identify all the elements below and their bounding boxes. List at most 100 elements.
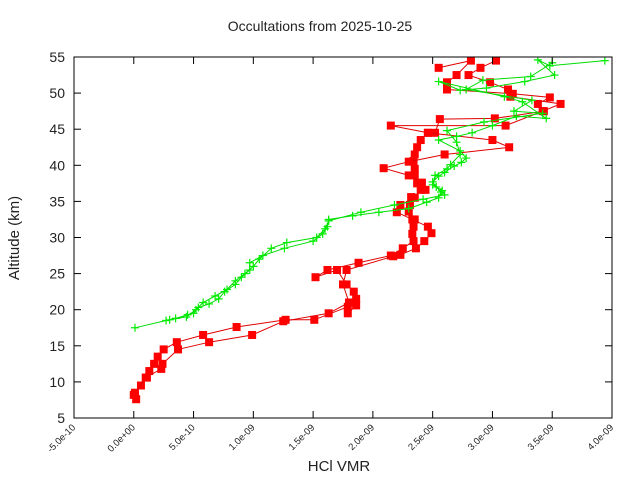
square-marker-icon	[443, 85, 452, 94]
plus-marker-icon	[457, 158, 466, 167]
x-tick-label: 3.0e-09	[466, 422, 497, 453]
square-marker-icon	[405, 201, 414, 210]
plus-marker-icon	[443, 164, 452, 173]
square-marker-icon	[410, 164, 419, 173]
plus-marker-icon	[434, 77, 443, 86]
plus-marker-icon	[526, 72, 535, 81]
plus-marker-icon	[321, 224, 330, 233]
square-marker-icon	[392, 208, 401, 217]
square-marker-icon	[503, 85, 512, 94]
square-marker-icon	[490, 114, 499, 123]
square-marker-icon	[443, 78, 452, 87]
plus-marker-icon	[488, 121, 497, 130]
y-axis-label: Altitude (km)	[6, 196, 23, 280]
square-marker-icon	[343, 302, 352, 311]
square-marker-icon	[172, 338, 181, 347]
plus-marker-icon	[468, 128, 477, 137]
plus-marker-icon	[165, 315, 174, 324]
y-tick-label: 5	[57, 410, 65, 426]
square-marker-icon	[398, 244, 407, 253]
x-tick-label: 2.0e-09	[346, 422, 377, 453]
x-tick-label: -5.0e-10	[45, 422, 78, 455]
y-axis: 5 10 15 20 25 30 35 40 45 50 55	[49, 49, 612, 426]
square-marker-icon	[410, 171, 419, 180]
series-occultation-2-descent	[165, 58, 557, 324]
y-tick-label: 25	[49, 266, 65, 282]
y-tick-label: 45	[49, 121, 65, 137]
square-marker-icon	[423, 222, 432, 231]
plus-marker-icon	[478, 76, 487, 85]
square-marker-icon	[410, 193, 419, 202]
plus-marker-icon	[462, 85, 471, 94]
y-tick-label: 15	[49, 338, 65, 354]
square-marker-icon	[501, 121, 510, 130]
y-tick-label: 40	[49, 157, 65, 173]
square-marker-icon	[344, 298, 353, 307]
plus-marker-icon	[255, 255, 264, 264]
plus-marker-icon	[480, 117, 489, 126]
series-line	[169, 62, 553, 321]
square-marker-icon	[129, 390, 138, 399]
plus-marker-icon	[390, 201, 399, 210]
y-tick-label: 50	[49, 85, 65, 101]
square-marker-icon	[492, 57, 501, 65]
x-tick-label: 1.5e-09	[287, 422, 318, 453]
square-marker-icon	[389, 252, 398, 261]
square-marker-icon	[416, 185, 425, 194]
x-tick-label: 3.5e-09	[526, 422, 557, 453]
square-marker-icon	[410, 150, 419, 159]
plus-marker-icon	[443, 126, 452, 135]
square-marker-icon	[323, 265, 332, 274]
plus-marker-icon	[520, 77, 529, 86]
series-line	[134, 59, 552, 400]
plus-marker-icon	[462, 154, 471, 163]
square-marker-icon	[413, 143, 422, 152]
square-marker-icon	[409, 222, 418, 231]
x-tick-label: 2.5e-09	[406, 422, 437, 453]
square-marker-icon	[279, 317, 288, 326]
plus-marker-icon	[280, 244, 289, 253]
plus-marker-icon	[249, 262, 258, 271]
plus-marker-icon	[223, 285, 232, 294]
square-marker-icon	[232, 323, 241, 332]
plus-marker-icon	[527, 96, 536, 105]
square-marker-icon	[174, 345, 183, 354]
square-marker-icon	[333, 265, 342, 274]
plus-marker-icon	[482, 84, 491, 93]
square-marker-icon	[248, 330, 257, 339]
square-marker-icon	[466, 57, 475, 65]
square-marker-icon	[435, 115, 444, 124]
plus-marker-icon	[542, 114, 551, 123]
x-tick-label: 4.0e-09	[586, 422, 617, 453]
square-marker-icon	[533, 99, 542, 108]
plus-marker-icon	[450, 162, 459, 171]
plus-marker-icon	[512, 112, 521, 121]
y-tick-label: 10	[49, 374, 65, 390]
square-marker-icon	[396, 201, 405, 210]
plus-marker-icon	[130, 323, 139, 332]
plus-marker-icon	[419, 195, 428, 204]
square-marker-icon	[343, 309, 352, 318]
square-marker-icon	[205, 338, 214, 347]
square-marker-icon	[342, 265, 351, 274]
square-marker-icon	[408, 229, 417, 238]
plus-marker-icon	[231, 276, 240, 285]
x-tick-label: 5.0e-10	[167, 422, 198, 453]
square-marker-icon	[352, 294, 361, 303]
square-marker-icon	[145, 367, 154, 376]
plus-marker-icon	[162, 316, 171, 325]
square-marker-icon	[157, 364, 166, 373]
square-marker-icon	[417, 178, 426, 187]
plus-marker-icon	[191, 305, 200, 314]
square-marker-icon	[150, 359, 159, 368]
plus-marker-icon	[348, 211, 357, 220]
square-marker-icon	[324, 309, 333, 318]
square-marker-icon	[352, 301, 361, 310]
square-marker-icon	[505, 143, 514, 152]
plus-marker-icon	[456, 86, 465, 95]
square-marker-icon	[349, 287, 358, 296]
plus-marker-icon	[267, 244, 276, 253]
square-marker-icon	[464, 71, 473, 80]
square-marker-icon	[311, 273, 320, 282]
